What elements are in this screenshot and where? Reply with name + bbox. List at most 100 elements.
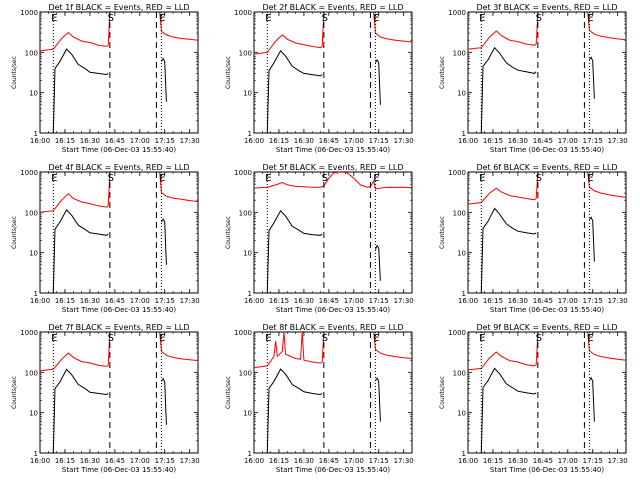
plot-frame xyxy=(467,331,627,454)
y-tick-label: 1 xyxy=(462,290,466,298)
marker-label: E xyxy=(51,333,57,344)
y-tick-label: 1 xyxy=(462,450,466,458)
marker-label: E xyxy=(159,173,165,184)
y-tick-label: 100 xyxy=(239,49,252,57)
lld-series-line xyxy=(468,332,539,371)
events-series-line xyxy=(374,58,381,105)
x-tick-label: 17:15 xyxy=(369,297,389,305)
events-series-line xyxy=(374,244,381,281)
x-tick-label: 16:30 xyxy=(508,297,528,305)
x-tick-label: 17:15 xyxy=(369,137,389,145)
panel-title: Det 7f BLACK = Events, RED = LLD xyxy=(48,323,189,332)
x-tick-label: 16:45 xyxy=(533,297,553,305)
x-tick-label: 17:15 xyxy=(583,137,603,145)
y-tick-label: 100 xyxy=(239,369,252,377)
marker-label: S xyxy=(536,13,542,24)
y-tick-label: 1000 xyxy=(448,169,466,177)
y-tick-label: 100 xyxy=(25,49,38,57)
plot-frame xyxy=(39,11,199,134)
x-tick-label: 16:15 xyxy=(269,137,289,145)
x-tick-label: 16:30 xyxy=(294,457,314,465)
y-tick-label: 1 xyxy=(34,290,38,298)
marker-label: S xyxy=(108,333,114,344)
marker-label: E xyxy=(373,333,379,344)
x-tick-label: 17:00 xyxy=(344,297,364,305)
events-series-line xyxy=(266,368,323,453)
x-tick-label: 17:00 xyxy=(558,297,578,305)
x-tick-label: 17:30 xyxy=(394,457,414,465)
x-tick-label: 17:00 xyxy=(344,457,364,465)
x-tick-label: 16:00 xyxy=(30,297,50,305)
x-tick-label: 17:00 xyxy=(130,137,150,145)
events-series-line xyxy=(588,56,595,99)
x-tick-label: 16:15 xyxy=(269,297,289,305)
y-tick-label: 1000 xyxy=(20,329,38,337)
x-tick-label: 17:15 xyxy=(155,137,175,145)
events-series-line xyxy=(160,218,167,265)
lld-series-line xyxy=(254,332,325,369)
y-tick-label: 1 xyxy=(248,290,252,298)
marker-label: S xyxy=(108,173,114,184)
events-series-line xyxy=(480,207,537,293)
marker-label: E xyxy=(587,333,593,344)
panel: Det 4f BLACK = Events, RED = LLD 1 10 100 10… xyxy=(11,163,200,314)
x-tick-label: 16:30 xyxy=(508,137,528,145)
x-tick-label: 16:15 xyxy=(483,457,503,465)
marker-label: E xyxy=(159,13,165,24)
panel: Det 2f BLACK = Events, RED = LLD 1 10 100 10… xyxy=(225,3,414,154)
x-tick-label: 16:00 xyxy=(244,297,264,305)
events-series-line xyxy=(480,367,537,453)
y-tick-label: 10 xyxy=(29,90,38,98)
lld-series-line xyxy=(254,172,412,190)
marker-label: S xyxy=(108,13,114,24)
y-tick-label: 10 xyxy=(457,90,466,98)
marker-label: E xyxy=(159,333,165,344)
x-axis-label: Start Time (06-Dec-03 15:55:40) xyxy=(490,146,604,154)
lld-series-line xyxy=(254,12,325,55)
marker-label: E xyxy=(51,173,57,184)
y-axis-label: Counts/sec xyxy=(439,376,446,409)
marker-label: E xyxy=(265,13,271,24)
events-series-line xyxy=(52,209,109,293)
y-tick-label: 10 xyxy=(457,250,466,258)
marker-label: E xyxy=(265,173,271,184)
x-axis-label: Start Time (06-Dec-03 15:55:40) xyxy=(276,306,390,314)
marker-label: S xyxy=(536,333,542,344)
y-tick-label: 1000 xyxy=(448,9,466,17)
x-tick-label: 16:45 xyxy=(533,137,553,145)
lld-series-line xyxy=(468,172,539,205)
panel: Det 3f BLACK = Events, RED = LLD 1 10 100 10… xyxy=(439,3,628,154)
marker-label: S xyxy=(536,173,542,184)
panel-title: Det 8f BLACK = Events, RED = LLD xyxy=(262,323,403,332)
x-tick-label: 16:00 xyxy=(30,137,50,145)
y-tick-label: 10 xyxy=(243,410,252,418)
y-tick-label: 10 xyxy=(243,90,252,98)
panel-title: Det 3f BLACK = Events, RED = LLD xyxy=(476,3,617,12)
panel: Det 9f BLACK = Events, RED = LLD 1 10 100 10… xyxy=(439,323,628,474)
lld-series-line xyxy=(40,172,111,213)
x-tick-label: 17:15 xyxy=(155,457,175,465)
plot-frame xyxy=(467,171,627,294)
x-tick-label: 17:30 xyxy=(180,297,200,305)
x-tick-label: 16:45 xyxy=(105,137,125,145)
x-tick-label: 17:30 xyxy=(608,457,628,465)
y-tick-label: 100 xyxy=(239,209,252,217)
y-tick-label: 1000 xyxy=(234,9,252,17)
marker-label: E xyxy=(479,333,485,344)
panel-title: Det 6f BLACK = Events, RED = LLD xyxy=(476,163,617,172)
y-tick-label: 10 xyxy=(29,410,38,418)
x-tick-label: 16:00 xyxy=(458,457,478,465)
lld-series-line xyxy=(40,12,111,52)
x-tick-label: 16:00 xyxy=(458,297,478,305)
x-tick-label: 17:00 xyxy=(130,297,150,305)
plot-frame xyxy=(39,171,199,294)
panel: Det 5f BLACK = Events, RED = LLD 1 10 100 10… xyxy=(225,163,414,314)
x-tick-label: 16:00 xyxy=(244,137,264,145)
events-series-line xyxy=(480,46,537,133)
events-series-line xyxy=(374,377,381,422)
y-axis-label: Counts/sec xyxy=(11,376,18,409)
x-tick-label: 16:30 xyxy=(80,297,100,305)
plot-frame xyxy=(253,331,413,454)
y-axis-label: Counts/sec xyxy=(11,56,18,89)
